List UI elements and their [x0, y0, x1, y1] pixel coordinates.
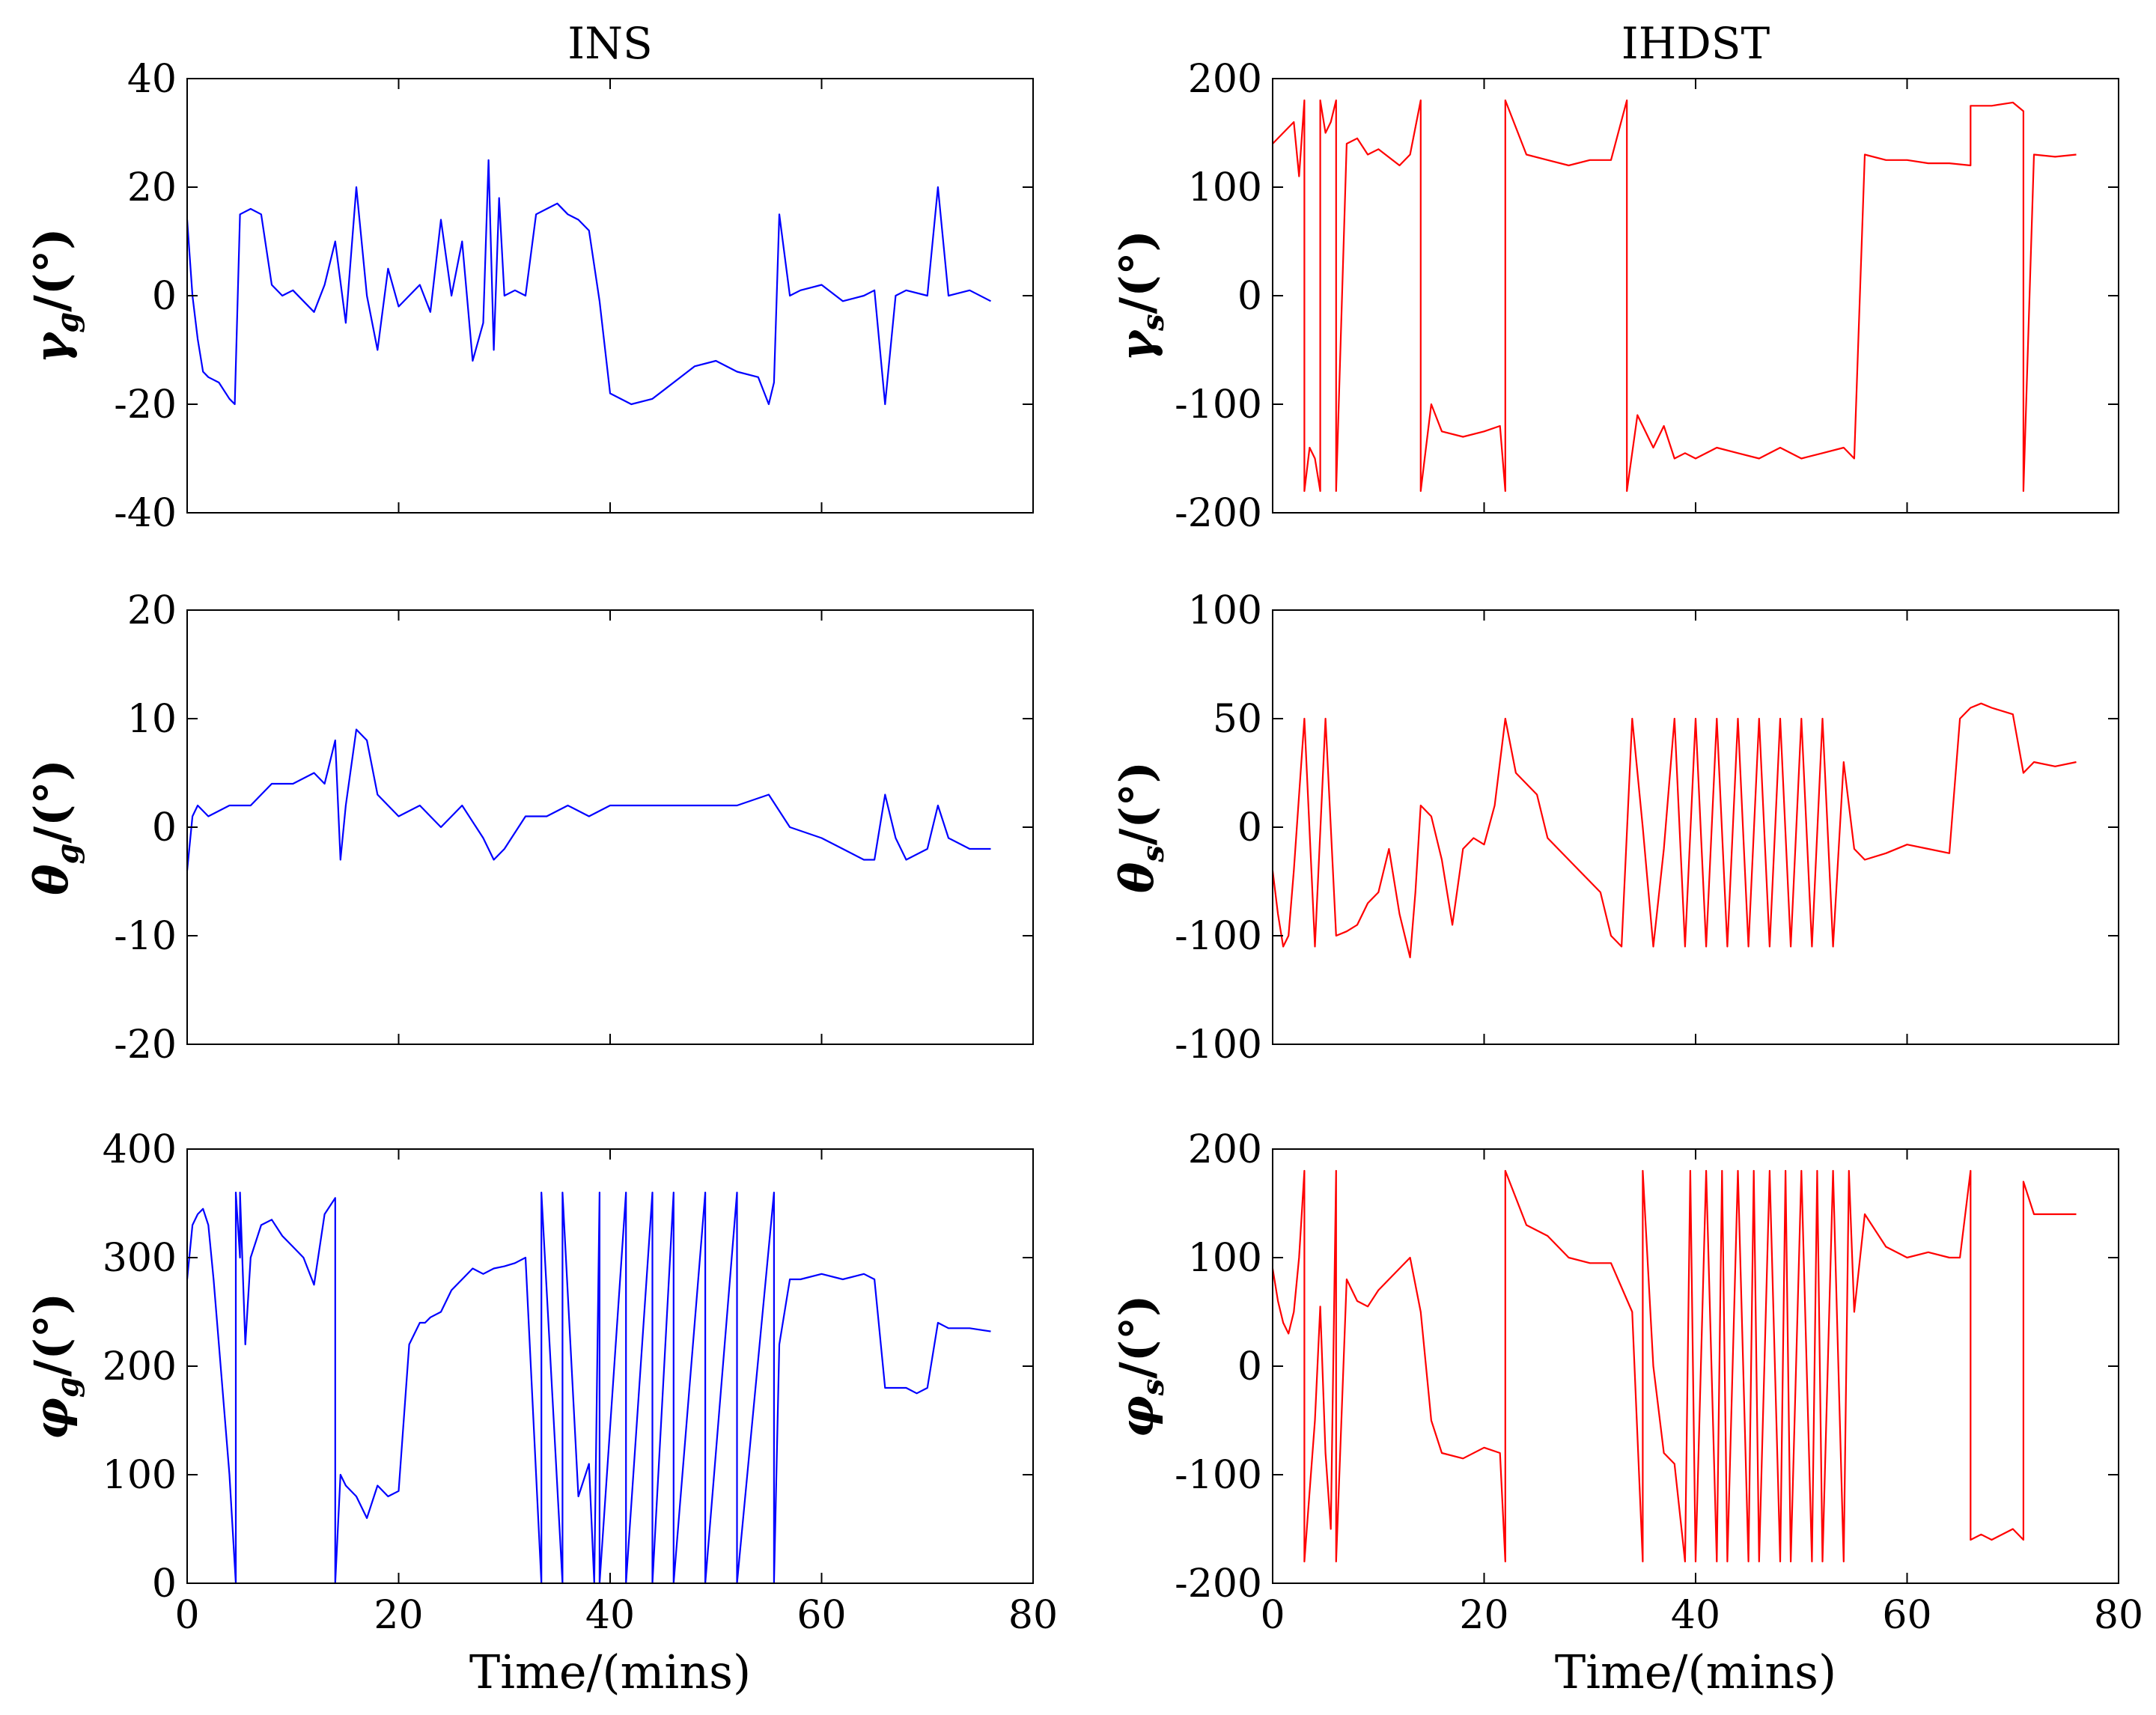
theta-g-axes-frame: [186, 609, 1034, 1045]
theta-g-ytick-label: 0: [152, 805, 177, 850]
gamma-g-ytick-label: 40: [127, 57, 177, 102]
phi-s-ytick-label: 100: [1188, 1236, 1262, 1281]
phi-g-ytick-label: 300: [103, 1236, 177, 1281]
x-axis-label-left: Time/(mins): [469, 1645, 751, 1699]
gamma-g-ytick-label: -20: [114, 383, 177, 427]
theta-g-ytick-label: -20: [114, 1023, 177, 1067]
gamma-g-axes-frame: [186, 78, 1034, 514]
theta-s-ytick-label: 0: [1237, 805, 1262, 850]
phi-s-xtick-label: 0: [1260, 1593, 1285, 1638]
phi-s-ytick-label: 0: [1237, 1344, 1262, 1389]
phi-g-ytick-label: 100: [103, 1453, 177, 1498]
phi-s-ylabel: φs/(°): [1109, 1295, 1171, 1438]
phi-s-series-line: [1271, 1169, 2077, 1563]
column-title-ins: INS: [567, 18, 652, 69]
phi-g-ytick-label: 0: [152, 1562, 177, 1606]
gamma-s-axes-frame: [1272, 78, 2119, 514]
theta-g-ytick-label: 20: [127, 588, 177, 633]
gamma-g-series-line: [186, 159, 992, 406]
phi-g-xtick-label: 60: [797, 1593, 846, 1638]
phi-g-xtick-label: 80: [1008, 1593, 1058, 1638]
panel-phi-g: 0 20 40 60 80 400 300 200 100 0 φg/(°): [24, 1127, 1058, 1638]
panel-phi-s: 0 20 40 60 80 200 100 0 -100 -200 φs/(°): [1109, 1127, 2143, 1638]
theta-g-ylabel: θg/(°): [24, 759, 85, 895]
gamma-s-ytick-label: 0: [1237, 274, 1262, 319]
phi-g-xtick-label: 20: [374, 1593, 423, 1638]
phi-g-ylabel: φg/(°): [24, 1293, 85, 1440]
column-title-ihdst: IHDST: [1621, 18, 1770, 69]
gamma-g-ytick-label: -40: [114, 491, 177, 536]
phi-g-axes-frame: [186, 1148, 1034, 1584]
gamma-g-ytick-label: 0: [152, 274, 177, 319]
gamma-s-ytick-label: -100: [1175, 383, 1262, 427]
phi-s-xtick-label: 40: [1671, 1593, 1720, 1638]
theta-s-ytick-label: -100: [1175, 1023, 1262, 1067]
gamma-s-ytick-label: 200: [1188, 57, 1262, 102]
phi-s-ytick-label: 200: [1188, 1127, 1262, 1172]
phi-g-ytick-label: 200: [103, 1344, 177, 1389]
phi-s-ytick-label: -100: [1175, 1453, 1262, 1498]
theta-s-series-line: [1271, 702, 2077, 959]
gamma-s-series-line: [1272, 99, 2077, 493]
phi-s-ytick-label: -200: [1175, 1562, 1262, 1606]
theta-s-axes-frame: [1272, 609, 2119, 1045]
gamma-s-ylabel: γs/(°): [1109, 230, 1171, 362]
gamma-g-ytick-label: 20: [127, 165, 177, 210]
phi-g-xtick-label: 40: [585, 1593, 635, 1638]
gamma-s-ytick-label: -200: [1175, 491, 1262, 536]
phi-g-xtick-label: 0: [174, 1593, 199, 1638]
gamma-s-ytick-label: 100: [1188, 165, 1262, 210]
x-axis-label-right: Time/(mins): [1555, 1645, 1836, 1699]
panel-theta-g: 20 10 0 -10 -20 θg/(°): [24, 588, 1034, 1067]
gamma-g-ylabel: γg/(°): [24, 228, 85, 363]
phi-s-xtick-label: 80: [2094, 1593, 2143, 1638]
theta-g-ytick-label: -10: [114, 914, 177, 959]
panel-gamma-g: 40 20 0 -20 -40 γg/(°): [24, 57, 1034, 536]
phi-g-series-line: [186, 1191, 991, 1585]
panel-gamma-s: 200 100 0 -100 -200 γs/(°): [1109, 57, 2119, 536]
theta-g-ytick-label: 10: [127, 697, 177, 742]
theta-s-ylabel: θs/(°): [1109, 761, 1171, 893]
theta-s-ytick-label: 50: [1213, 697, 1262, 742]
phi-s-xtick-label: 20: [1459, 1593, 1508, 1638]
phi-s-xtick-label: 60: [1882, 1593, 1931, 1638]
theta-s-ytick-label: -100: [1175, 914, 1262, 959]
phi-g-ytick-label: 400: [103, 1127, 177, 1172]
theta-g-series-line: [186, 728, 991, 871]
theta-s-ytick-label: 100: [1188, 588, 1262, 633]
